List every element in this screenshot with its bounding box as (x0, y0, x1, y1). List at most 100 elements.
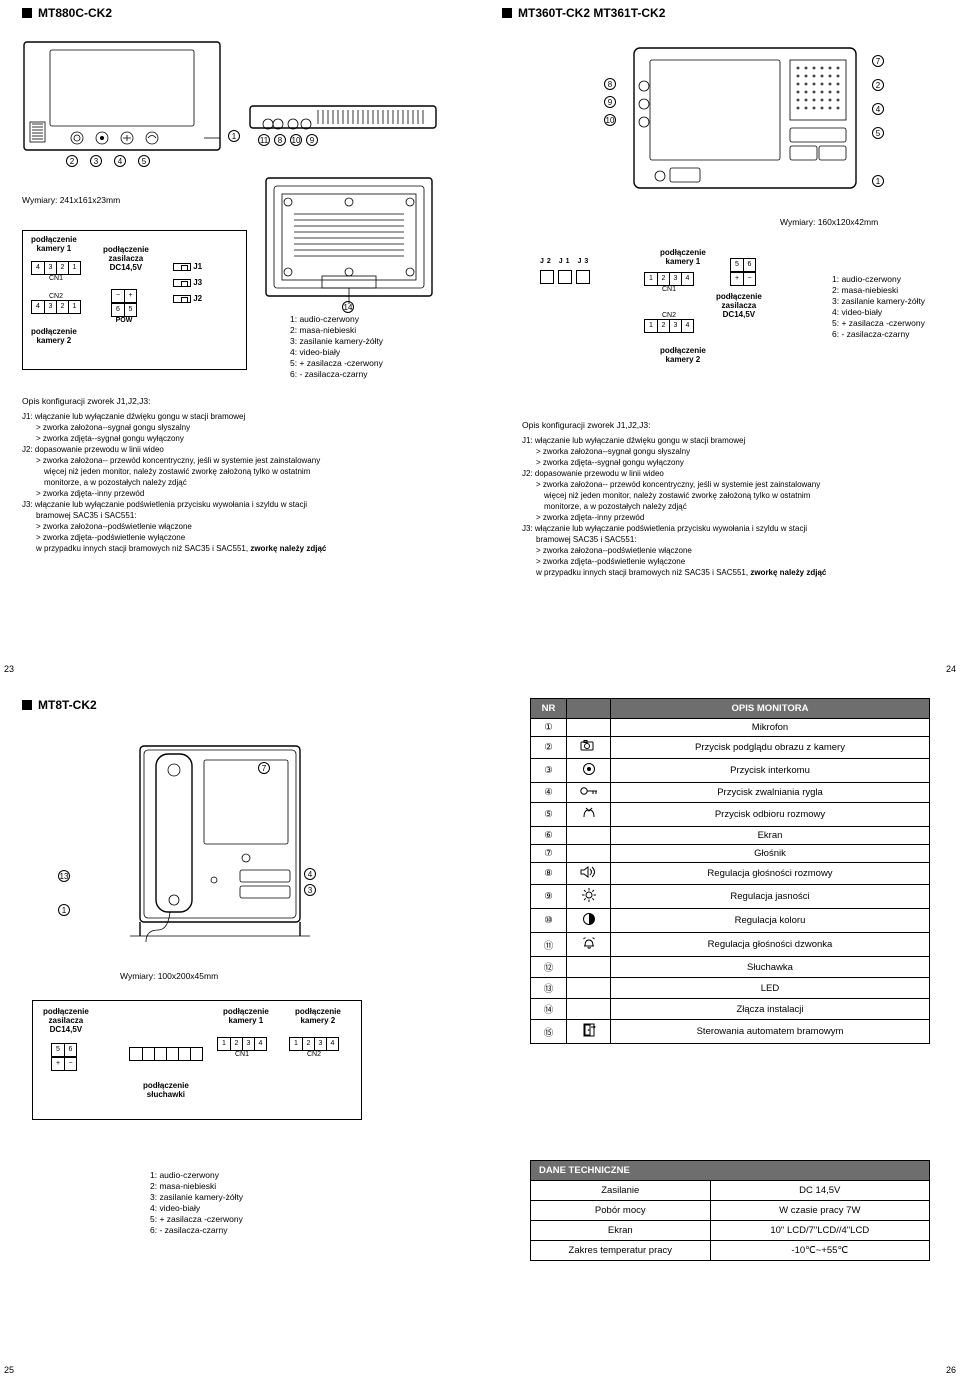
tech-row: Zakres temperatur pracy-10℃~+55℃ (531, 1241, 930, 1261)
mt880c-wiring-box: podłączeniekamery 1 4321 CN1 CN2 4321 po… (22, 230, 247, 370)
opis-desc: Regulacja głośności rozmowy (611, 863, 930, 885)
j-order-360: J2 J1 J3 (540, 258, 591, 265)
callout-10: 10 (604, 114, 616, 126)
tech-key: Ekran (531, 1221, 711, 1241)
callout-8: 8 (604, 78, 616, 90)
opis-nr: ⑫ (531, 957, 567, 978)
mt360t-front-drawing (630, 40, 860, 200)
opis-nr: ⑩ (531, 909, 567, 933)
cn1-label: CN1 (31, 275, 81, 282)
opis-desc: Głośnik (611, 845, 930, 863)
answer-icon (567, 803, 611, 827)
key-icon (567, 783, 611, 803)
opis-nr: ① (531, 719, 567, 737)
label-cam2: podłączeniekamery 2 (31, 327, 77, 345)
opis-desc: LED (611, 978, 930, 999)
opis-nr: ⑧ (531, 863, 567, 885)
opis-desc: Regulacja głośności dzwonka (611, 933, 930, 957)
blank-icon (567, 978, 611, 999)
pow-56: 65 (111, 303, 137, 317)
opis-nr: ⑮ (531, 1020, 567, 1044)
pow-label: POW (111, 317, 137, 324)
mt8t-front-drawing (70, 740, 330, 960)
cn1-pins: 4321 (31, 261, 81, 275)
opis-row: ③ Przycisk interkomu (531, 759, 930, 783)
opis-desc: Ekran (611, 827, 930, 845)
mt880c-front-drawing: 1 23 45 (22, 40, 222, 170)
opis-row: ① Mikrofon (531, 719, 930, 737)
opis-row: ② Przycisk podglądu obrazu z kamery (531, 737, 930, 759)
opis-row: ⑤ Przycisk odbioru rozmowy (531, 803, 930, 827)
opis-row: ⑪ Regulacja głośności dzwonka (531, 933, 930, 957)
blank-icon (567, 845, 611, 863)
opis-row: ⑩ Regulacja koloru (531, 909, 930, 933)
cn2-label: CN2 (31, 293, 81, 300)
opis-desc: Przycisk interkomu (611, 759, 930, 783)
model-header-mt880c: MT880C-CK2 (22, 6, 112, 20)
page-number-26: 26 (946, 1365, 956, 1375)
opis-desc: Złącza instalacji (611, 999, 930, 1020)
opis-nr: ⑤ (531, 803, 567, 827)
opis-desc: Słuchawka (611, 957, 930, 978)
opis-row: ⑫ Słuchawka (531, 957, 930, 978)
jumper-j2: J2 (173, 291, 202, 307)
blank-icon (567, 719, 611, 737)
opis-nr: ⑪ (531, 933, 567, 957)
label-cam1: podłączeniekamery 1 (31, 235, 77, 253)
tech-val: W czasie pracy 7W (710, 1201, 929, 1221)
opis-monitora-table: NR OPIS MONITORA ①Mikrofon②Przycisk podg… (530, 698, 930, 1044)
opis-row: ⑥ Ekran (531, 827, 930, 845)
opis-row: ⑭ Złącza instalacji (531, 999, 930, 1020)
mt8t-wiring-box: podłączeniezasilaczaDC14,5V 56 +− podłąc… (32, 1000, 362, 1120)
tech-val: DC 14,5V (710, 1181, 929, 1201)
opis-row: ④Przycisk zwalniania rygla (531, 783, 930, 803)
opis-row: ⑦Głośnik (531, 845, 930, 863)
wire-legend-mt880c: 1: audio-czerwony 2: masa-niebieski 3: z… (290, 314, 383, 380)
model-header-mt360t: MT360T-CK2 MT361T-CK2 (502, 6, 665, 20)
page-number-23: 23 (4, 664, 14, 674)
tech-row: Ekran10" LCD/7"LCD//4"LCD (531, 1221, 930, 1241)
page-number-24: 24 (946, 664, 956, 674)
opis-row: ⑮ Sterowania automatem bramowym (531, 1020, 930, 1044)
tech-key: Zasilanie (531, 1181, 711, 1201)
wire-legend-mt8t: 1: audio-czerwony 2: masa-niebieski 3: z… (150, 1170, 243, 1236)
opis-row: ⑨Regulacja jasności (531, 885, 930, 909)
opis-desc: Mikrofon (611, 719, 930, 737)
tech-key: Zakres temperatur pracy (531, 1241, 711, 1261)
model-header-mt8t: MT8T-CK2 (22, 698, 97, 712)
opis-nr: ⑥ (531, 827, 567, 845)
opis-nr: ⑭ (531, 999, 567, 1020)
opis-nr: ③ (531, 759, 567, 783)
jumper-desc-mt360t: Opis konfiguracji zworek J1,J2,J3: J1: w… (522, 420, 952, 578)
opis-desc: Przycisk podglądu obrazu z kamery (611, 737, 930, 759)
opis-row: ⑬LED (531, 978, 930, 999)
jumper-desc-mt880c: Opis konfiguracji zworek J1,J2,J3: J1: w… (22, 396, 462, 554)
bell-icon (567, 933, 611, 957)
tech-val: 10" LCD/7"LCD//4"LCD (710, 1221, 929, 1241)
blank-icon (567, 999, 611, 1020)
tech-row: Pobór mocyW czasie pracy 7W (531, 1201, 930, 1221)
jumper-j3: J3 (173, 275, 202, 291)
camera-icon (567, 737, 611, 759)
intercom-icon (567, 759, 611, 783)
jumper-j1: J1 (173, 259, 202, 275)
door-icon (567, 1020, 611, 1044)
opis-nr: ④ (531, 783, 567, 803)
page-number-25: 25 (4, 1365, 14, 1375)
blank-icon (567, 827, 611, 845)
tech-val: -10℃~+55℃ (710, 1241, 929, 1261)
tech-row: ZasilanieDC 14,5V (531, 1181, 930, 1201)
volume-icon (567, 863, 611, 885)
opis-desc: Regulacja koloru (611, 909, 930, 933)
blank-icon (567, 957, 611, 978)
opis-desc: Sterowania automatem bramowym (611, 1020, 930, 1044)
tech-key: Pobór mocy (531, 1201, 711, 1221)
dims-mt8t: Wymiary: 100x200x45mm (120, 970, 218, 982)
callout-9: 9 (604, 96, 616, 108)
dane-techniczne-table: DANE TECHNICZNE ZasilanieDC 14,5VPobór m… (530, 1160, 930, 1261)
opis-desc: Przycisk odbioru rozmowy (611, 803, 930, 827)
opis-nr: ② (531, 737, 567, 759)
color-icon (567, 909, 611, 933)
opis-row: ⑧ Regulacja głośności rozmowy (531, 863, 930, 885)
dims-mt360t: Wymiary: 160x120x42mm (780, 216, 878, 228)
